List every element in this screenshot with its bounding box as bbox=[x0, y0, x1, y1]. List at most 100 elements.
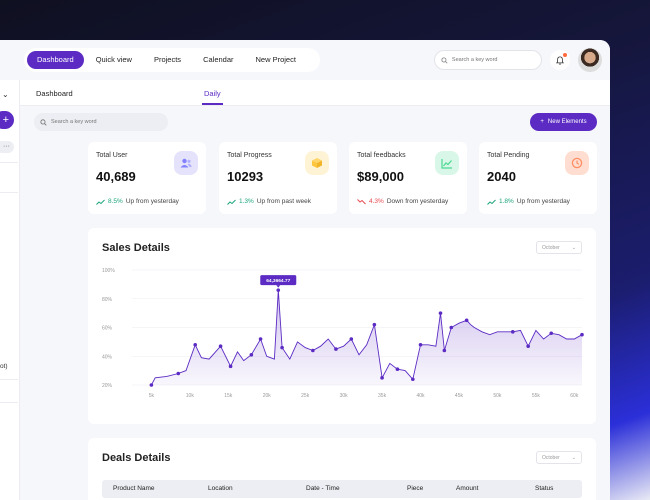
trend-up-icon bbox=[227, 199, 236, 205]
data-point bbox=[438, 311, 443, 315]
x-tick-label: 45k bbox=[455, 393, 464, 399]
top-bar: Dashboard Quick view Projects Calendar N… bbox=[0, 40, 610, 80]
chevron-down-icon: ⌄ bbox=[571, 454, 576, 461]
nav-quick-view[interactable]: Quick view bbox=[95, 55, 132, 64]
users-icon bbox=[174, 151, 198, 175]
stat-trend: 4.3% Down from yesterday bbox=[357, 198, 448, 205]
sidebar-divider bbox=[0, 192, 18, 193]
notification-button[interactable] bbox=[550, 50, 570, 70]
nav-dashboard[interactable]: Dashboard bbox=[27, 51, 84, 69]
y-tick-label: 60% bbox=[102, 326, 113, 332]
data-point bbox=[149, 383, 154, 387]
avatar[interactable] bbox=[578, 48, 602, 72]
app-window: Dashboard Quick view Projects Calendar N… bbox=[0, 40, 610, 500]
sidebar: ⌄ + ··· ot) bbox=[0, 80, 20, 500]
nav-calendar[interactable]: Calendar bbox=[203, 55, 234, 64]
data-point bbox=[218, 344, 223, 348]
data-point bbox=[176, 371, 181, 376]
x-tick-label: 40k bbox=[416, 393, 425, 399]
deals-month-select[interactable]: October ⌄ bbox=[536, 451, 582, 464]
stat-note: Up from yesterday bbox=[516, 198, 570, 205]
sales-title: Sales Details bbox=[102, 242, 170, 254]
data-point bbox=[280, 345, 284, 350]
sidebar-divider bbox=[0, 162, 18, 163]
sales-month-select[interactable]: October ⌄ bbox=[536, 241, 582, 254]
y-tick-label: 100% bbox=[102, 268, 115, 274]
stat-card-total-user: Total User 40,689 8.5% Up from yesterday bbox=[88, 142, 206, 214]
peak-tooltip-arrow bbox=[276, 285, 281, 288]
data-point bbox=[464, 318, 469, 323]
column-header[interactable]: Piece bbox=[407, 485, 424, 492]
stat-title: Total User bbox=[96, 152, 128, 159]
data-point bbox=[395, 367, 400, 371]
new-elements-button[interactable]: + New Elements bbox=[530, 113, 597, 131]
x-tick-label: 25k bbox=[301, 393, 310, 399]
stat-title: Total feedbacks bbox=[357, 152, 406, 159]
data-point bbox=[549, 331, 554, 336]
stat-title: Total Progress bbox=[227, 152, 272, 159]
trend-down-icon bbox=[357, 198, 366, 204]
sidebar-divider bbox=[0, 379, 18, 380]
trend-up-icon bbox=[96, 199, 105, 205]
new-elements-label: New Elements bbox=[547, 119, 587, 125]
cube-icon bbox=[305, 151, 329, 175]
peak-tooltip bbox=[260, 275, 297, 286]
deals-month-value: October bbox=[542, 454, 560, 461]
x-tick-label: 60k bbox=[570, 393, 579, 399]
stat-trend: 1.8% Up from yesterday bbox=[487, 198, 570, 205]
column-header[interactable]: Amount bbox=[456, 485, 479, 492]
add-button[interactable]: + bbox=[0, 111, 14, 129]
stat-value: 40,689 bbox=[96, 169, 136, 184]
top-search-input[interactable] bbox=[451, 57, 541, 63]
sidebar-text-fragment: ot) bbox=[0, 363, 8, 370]
data-point bbox=[510, 330, 515, 334]
more-icon[interactable]: ··· bbox=[0, 141, 14, 153]
column-header[interactable]: Status bbox=[535, 485, 554, 492]
data-point bbox=[580, 332, 584, 337]
stat-card-total-progress: Total Progress 10293 1.3% Up from past w… bbox=[219, 142, 337, 214]
stat-value: 10293 bbox=[227, 169, 264, 184]
deals-title: Deals Details bbox=[102, 452, 171, 464]
stat-note: Down from yesterday bbox=[386, 198, 449, 205]
stat-percent: 1.8% bbox=[499, 198, 514, 205]
nav-projects[interactable]: Projects bbox=[153, 55, 182, 64]
chevron-down-icon[interactable]: ⌄ bbox=[2, 90, 9, 99]
nav-new-project[interactable]: New Project bbox=[255, 55, 296, 64]
main-content: Dashboard Daily + New Elements Total Use… bbox=[20, 80, 610, 500]
notification-badge bbox=[563, 53, 567, 57]
data-point bbox=[349, 337, 354, 341]
data-point bbox=[258, 337, 263, 341]
search-icon bbox=[40, 118, 47, 126]
column-header[interactable]: Date - Time bbox=[306, 485, 340, 492]
data-point bbox=[380, 376, 384, 380]
stat-value: 2040 bbox=[487, 169, 516, 184]
deals-details-panel: Deals Details October ⌄ Product Name Loc… bbox=[88, 438, 596, 500]
column-header[interactable]: Product Name bbox=[113, 485, 155, 492]
data-point bbox=[526, 344, 530, 348]
main-search-input[interactable] bbox=[51, 119, 141, 125]
search-icon bbox=[441, 56, 448, 64]
chevron-down-icon: ⌄ bbox=[571, 244, 576, 251]
deals-table-header: Product Name Location Date - Time Piece … bbox=[102, 480, 582, 498]
stat-title: Total Pending bbox=[487, 152, 530, 159]
stat-note: Up from past week bbox=[256, 198, 312, 205]
stat-note: Up from yesterday bbox=[125, 198, 179, 205]
stat-card-total-pending: Total Pending 2040 1.8% Up from yesterda… bbox=[479, 142, 597, 214]
x-tick-label: 55k bbox=[532, 393, 541, 399]
tab-dashboard[interactable]: Dashboard bbox=[36, 89, 73, 98]
x-tick-label: 15k bbox=[224, 393, 233, 399]
sidebar-divider bbox=[0, 402, 18, 403]
peak-tooltip-label: 64,3664.77 bbox=[266, 278, 290, 284]
data-point bbox=[442, 348, 447, 353]
main-search-box bbox=[34, 113, 168, 131]
y-tick-label: 20% bbox=[102, 383, 113, 389]
tab-daily[interactable]: Daily bbox=[202, 89, 223, 105]
sales-details-panel: 20% 40% 60% 80% 100% 5k 10k 15k 20k 25k 30k 35k 40k 4… bbox=[88, 228, 596, 424]
column-header[interactable]: Location bbox=[208, 485, 233, 492]
main-nav: Dashboard Quick view Projects Calendar N… bbox=[24, 48, 320, 72]
data-point bbox=[276, 288, 281, 292]
stat-percent: 1.3% bbox=[239, 198, 254, 205]
x-tick-label: 20k bbox=[263, 393, 272, 399]
data-point bbox=[418, 342, 423, 347]
top-search-box bbox=[434, 50, 542, 70]
